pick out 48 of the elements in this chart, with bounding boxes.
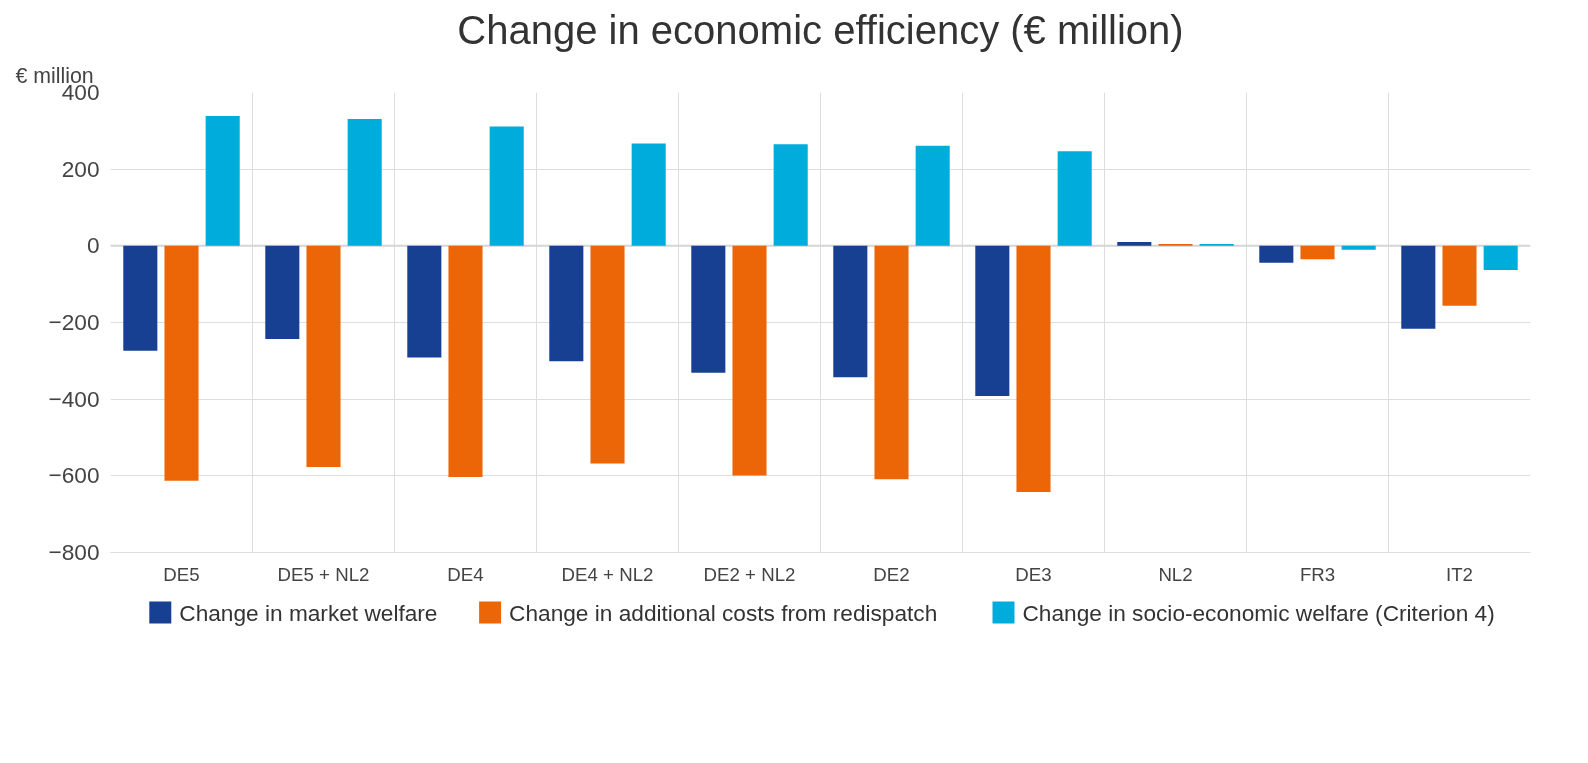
x-tick-label: FR3 xyxy=(1299,563,1336,585)
x-tick-label: DE2 xyxy=(873,563,910,585)
x-tick-label: DE3 xyxy=(1015,563,1052,585)
bar xyxy=(407,245,442,358)
legend-label: Change in market welfare xyxy=(179,599,438,626)
bar xyxy=(732,245,767,476)
bar xyxy=(1401,245,1436,329)
bar xyxy=(265,245,300,339)
x-tick-label: DE5 + NL2 xyxy=(277,563,370,585)
bar xyxy=(489,126,524,246)
bar xyxy=(347,118,382,246)
bar xyxy=(1057,151,1092,246)
legend-label: Change in socio-economic welfare (Criterion 4) xyxy=(1022,599,1495,626)
bar xyxy=(1442,245,1477,306)
x-tick-label: DE4 + NL2 xyxy=(561,563,654,585)
x-tick-label: DE4 xyxy=(447,563,484,585)
bar xyxy=(833,245,868,378)
bar xyxy=(549,245,584,362)
bar xyxy=(874,245,909,480)
bar xyxy=(205,115,240,246)
bar xyxy=(123,245,158,351)
bar xyxy=(975,245,1010,397)
bar xyxy=(691,245,726,373)
y-tick-label: −800 xyxy=(48,539,100,565)
bar xyxy=(306,245,341,468)
x-tick-label: DE5 xyxy=(163,563,200,585)
x-tick-label: NL2 xyxy=(1158,563,1193,585)
bar xyxy=(448,245,483,477)
bar xyxy=(1300,245,1335,260)
y-tick-label: −600 xyxy=(48,462,100,489)
bar xyxy=(1117,242,1152,246)
legend-label: Change in additional costs from redispatch xyxy=(509,599,938,626)
y-tick-label: −400 xyxy=(48,385,100,412)
bar xyxy=(1016,245,1051,492)
bar xyxy=(1341,245,1376,250)
bar xyxy=(1483,245,1518,270)
y-tick-label: 200 xyxy=(61,155,100,182)
bar xyxy=(1259,245,1294,263)
bar xyxy=(590,245,625,464)
bar xyxy=(915,145,950,246)
bar xyxy=(631,143,666,246)
x-tick-label: IT2 xyxy=(1446,563,1473,585)
x-tick-label: DE2 + NL2 xyxy=(703,563,796,585)
bar xyxy=(773,144,808,246)
y-tick-label: −200 xyxy=(48,309,100,335)
bar xyxy=(164,245,199,481)
chart-title: Change in economic efficiency (€ million) xyxy=(457,7,1184,52)
y-tick-label: 0 xyxy=(86,232,100,259)
